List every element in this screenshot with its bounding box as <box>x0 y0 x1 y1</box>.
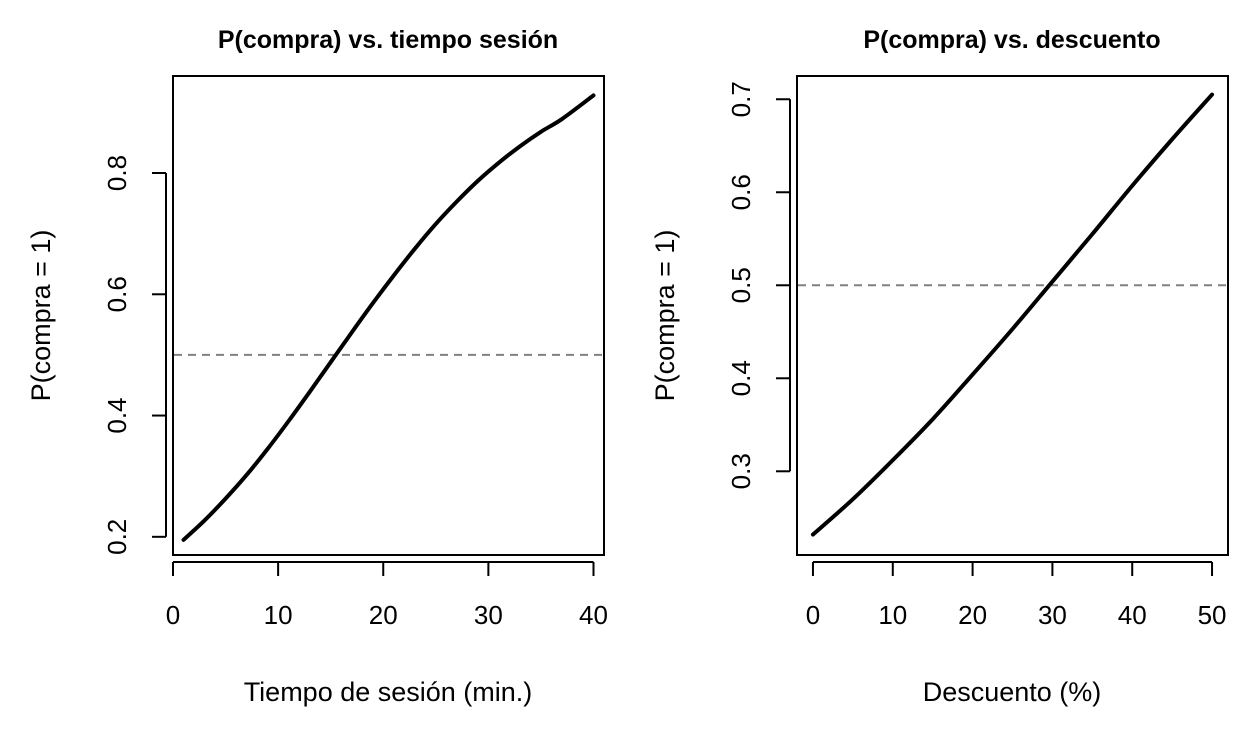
y-tick-label: 0.3 <box>726 453 756 489</box>
y-axis-label: P(compra = 1) <box>26 230 56 402</box>
chart-panel-2: P(compra) vs. descuento 0 10 20 30 40 50 0.3 0.4… <box>650 26 1229 707</box>
x-tick-label: 40 <box>579 600 608 630</box>
x-tick-label: 10 <box>264 600 293 630</box>
x-tick-label: 30 <box>1038 600 1067 630</box>
y-tick-label: 0.4 <box>726 360 756 396</box>
x-axis-label: Tiempo de sesión (min.) <box>244 677 533 707</box>
plot-frame <box>172 75 605 556</box>
series-line-1 <box>810 92 1215 537</box>
x-tick-label: 10 <box>878 600 907 630</box>
y-tick-label: 0.5 <box>726 267 756 303</box>
y-tick-label: 0.6 <box>726 174 756 210</box>
chart-title: P(compra) vs. tiempo sesión <box>218 26 558 54</box>
x-tick-label: 40 <box>1118 600 1147 630</box>
y-tick-label: 0.7 <box>726 81 756 117</box>
x-axis-label: Descuento (%) <box>923 677 1102 707</box>
x-tick-label: 0 <box>166 600 180 630</box>
x-tick-label: 0 <box>806 600 820 630</box>
plot-frame <box>796 75 1229 556</box>
y-tick-label: 0.2 <box>102 519 132 555</box>
y-tick-label: 0.6 <box>102 276 132 312</box>
y-axis-label: P(compra = 1) <box>650 230 680 402</box>
x-tick-label: 20 <box>958 600 987 630</box>
x-tick-label: 20 <box>369 600 398 630</box>
x-tick-label: 50 <box>1198 600 1227 630</box>
y-tick-label: 0.4 <box>102 397 132 433</box>
series-line-1 <box>181 93 596 542</box>
chart-title: P(compra) vs. descuento <box>863 26 1160 54</box>
y-tick-label: 0.8 <box>102 155 132 191</box>
chart-panel-1: P(compra) vs. tiempo sesión 0 10 20 30 40 0.2 0… <box>26 26 608 707</box>
x-tick-label: 30 <box>474 600 503 630</box>
